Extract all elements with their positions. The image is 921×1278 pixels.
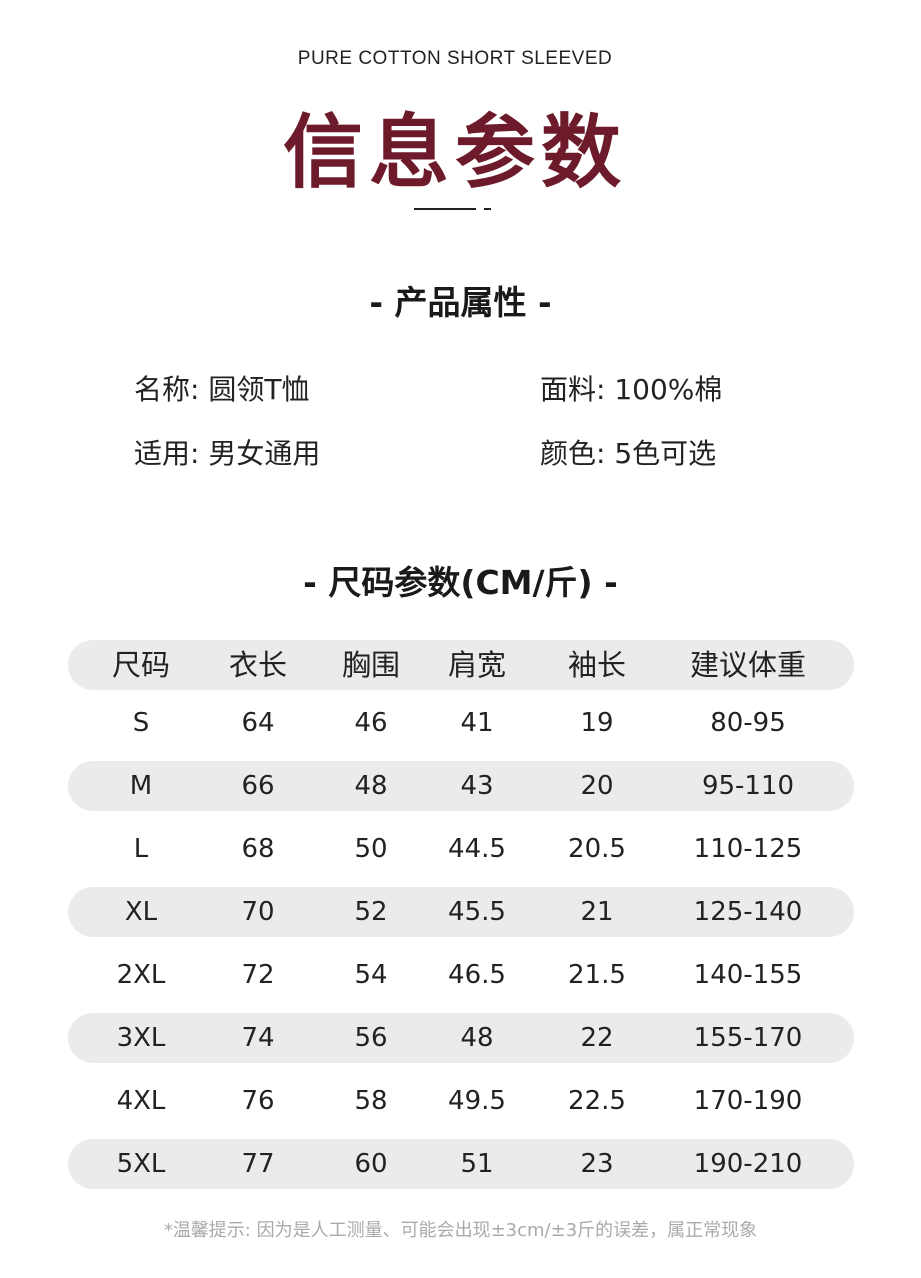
table-row: XL 70 52 45.5 21 125-140: [68, 887, 854, 937]
table-cell: 140-155: [693, 960, 803, 990]
table-cell: 胸围: [341, 648, 401, 682]
table-cell: 袖长: [567, 648, 627, 682]
table-row: L 68 50 44.5 20.5 110-125: [68, 824, 854, 874]
table-cell: 70: [241, 897, 275, 927]
subtitle: PURE COTTON SHORT SLEEVED: [297, 48, 613, 69]
table-cell: 72: [241, 960, 275, 990]
page-title: 信息参数: [283, 106, 627, 199]
table-row: 3XL 74 56 48 22 155-170: [68, 1013, 854, 1063]
table-cell: 48: [460, 1023, 494, 1053]
table-cell: 21.5: [568, 960, 626, 990]
table-cell: 56: [354, 1023, 388, 1053]
attr-value: 男女通用: [208, 437, 321, 470]
attributes-heading: - 产品属性 -: [369, 283, 552, 322]
table-header-row: 尺码 衣长 胸围 肩宽 袖长 建议体重: [68, 640, 854, 690]
table-cell: 110-125: [693, 834, 803, 864]
table-cell: XL: [124, 897, 158, 927]
table-row: M 66 48 43 20 95-110: [68, 761, 854, 811]
divider-dash: [484, 208, 491, 210]
table-cell: 155-170: [693, 1023, 803, 1053]
attr-value: 100%棉: [614, 373, 723, 406]
table-cell: 46.5: [448, 960, 506, 990]
attr-fit: 适用: 男女通用: [134, 432, 320, 472]
attr-label: 名称:: [134, 373, 200, 406]
table-cell: 76: [241, 1086, 275, 1116]
attr-color: 颜色: 5色可选: [540, 432, 716, 472]
table-cell: 125-140: [693, 897, 803, 927]
attr-label: 面料:: [540, 373, 606, 406]
table-cell: 22: [580, 1023, 614, 1053]
table-cell: 54: [354, 960, 388, 990]
table-cell: 建议体重: [689, 648, 807, 682]
table-cell: 43: [460, 771, 494, 801]
table-row: 4XL 76 58 49.5 22.5 170-190: [68, 1076, 854, 1126]
attr-label: 适用:: [134, 437, 200, 470]
table-cell: 45.5: [448, 897, 506, 927]
table-cell: 尺码: [111, 648, 171, 682]
measurement-note: *温馨提示: 因为是人工测量、可能会出现±3cm/±3斤的误差，属正常现象: [163, 1220, 758, 1241]
table-cell: 52: [354, 897, 388, 927]
table-cell: 5XL: [116, 1149, 166, 1179]
table-cell: 19: [580, 708, 614, 738]
table-cell: 50: [354, 834, 388, 864]
table-cell: 21: [580, 897, 614, 927]
table-cell: 2XL: [116, 960, 166, 990]
table-cell: S: [132, 708, 150, 738]
table-cell: 60: [354, 1149, 388, 1179]
table-cell: 66: [241, 771, 275, 801]
attr-label: 颜色:: [540, 437, 606, 470]
table-cell: 3XL: [116, 1023, 166, 1053]
table-cell: 68: [241, 834, 275, 864]
table-cell: 4XL: [116, 1086, 166, 1116]
table-cell: 44.5: [448, 834, 506, 864]
table-cell: 64: [241, 708, 275, 738]
table-cell: 49.5: [448, 1086, 506, 1116]
table-cell: L: [133, 834, 149, 864]
table-cell: 衣长: [228, 648, 288, 682]
table-cell: 58: [354, 1086, 388, 1116]
table-row: 2XL 72 54 46.5 21.5 140-155: [68, 950, 854, 1000]
table-cell: 80-95: [710, 708, 786, 738]
divider: [414, 208, 476, 210]
attr-name: 名称: 圆领T恤: [134, 368, 309, 408]
attr-value: 圆领T恤: [208, 373, 310, 406]
table-cell: 190-210: [693, 1149, 803, 1179]
table-cell: 20.5: [568, 834, 626, 864]
table-cell: 22.5: [568, 1086, 626, 1116]
table-cell: 20: [580, 771, 614, 801]
table-cell: 170-190: [693, 1086, 803, 1116]
table-cell: 41: [460, 708, 494, 738]
size-heading: - 尺码参数(CM/斤) -: [303, 563, 618, 602]
table-cell: 95-110: [701, 771, 795, 801]
table-row: S 64 46 41 19 80-95: [68, 698, 854, 748]
attr-value: 5色可选: [614, 437, 717, 470]
table-cell: 74: [241, 1023, 275, 1053]
table-cell: M: [129, 771, 153, 801]
table-cell: 51: [460, 1149, 494, 1179]
table-cell: 23: [580, 1149, 614, 1179]
table-row: 5XL 77 60 51 23 190-210: [68, 1139, 854, 1189]
table-cell: 48: [354, 771, 388, 801]
attr-fabric: 面料: 100%棉: [540, 368, 722, 408]
table-cell: 肩宽: [447, 648, 507, 682]
table-cell: 46: [354, 708, 388, 738]
table-cell: 77: [241, 1149, 275, 1179]
